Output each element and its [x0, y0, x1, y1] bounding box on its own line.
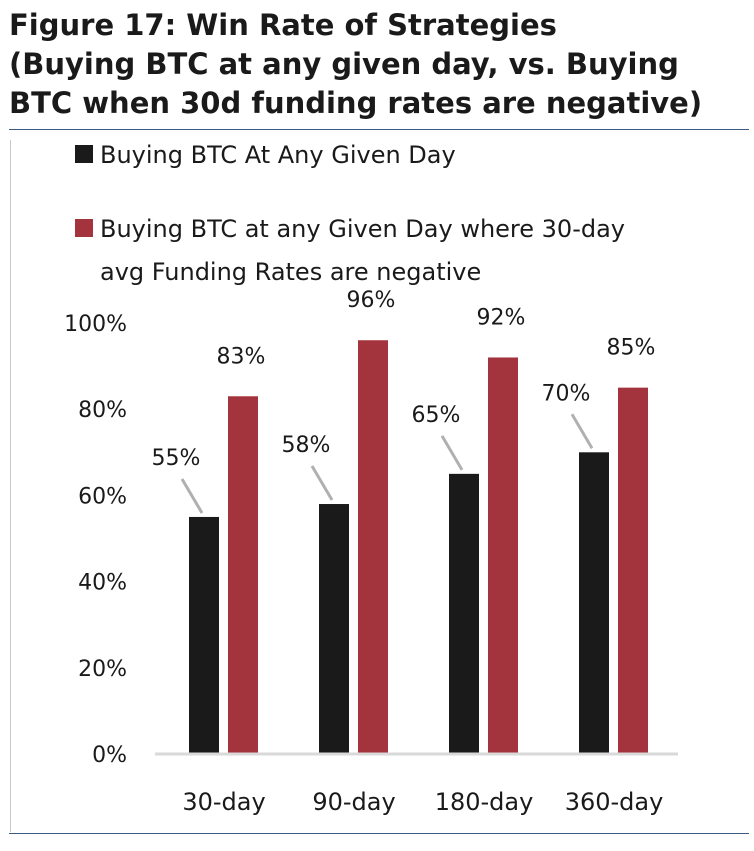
- legend-label-series-1-line-1: Buying BTC At Any Given Day: [100, 141, 456, 169]
- bar-series-1-90-day: [319, 504, 349, 754]
- legend-label-series-2-line-1: Buying BTC at any Given Day where 30-day: [100, 215, 625, 243]
- data-label-series-1-30-day: 55%: [152, 446, 201, 471]
- bar-series-2-360-day: [618, 387, 648, 754]
- y-tick-label: 20%: [78, 657, 127, 682]
- data-label-series-2-180-day: 92%: [477, 305, 526, 330]
- data-labels: 55% 83% 58% 96% 65% 92% 70% 85%: [152, 288, 656, 471]
- chart-title: Figure 17: Win Rate of Strategies (Buyin…: [9, 6, 749, 123]
- footer-divider: [9, 833, 749, 834]
- y-tick-label: 40%: [78, 571, 127, 596]
- data-label-series-1-180-day: 65%: [412, 403, 461, 428]
- leader-line-series-1-180-day: [440, 435, 464, 471]
- leader-line-series-1-30-day: [180, 478, 204, 514]
- legend-label-series-2-line-2: avg Funding Rates are negative: [100, 258, 481, 286]
- label-leader-lines: [180, 413, 594, 514]
- bar-series-2-90-day: [358, 340, 388, 754]
- x-tick-label: 360-day: [565, 788, 664, 816]
- data-label-series-2-360-day: 85%: [607, 336, 656, 361]
- x-tick-label: 180-day: [435, 788, 534, 816]
- data-label-series-1-90-day: 58%: [282, 433, 331, 458]
- chart-title-line-3: BTC when 30d funding rates are negative): [9, 86, 703, 120]
- x-axis: 30-day 90-day 180-day 360-day: [155, 752, 678, 816]
- y-axis: 0% 20% 40% 60% 80% 100%: [64, 312, 127, 768]
- legend-swatch-series-2: [75, 219, 93, 237]
- data-label-series-1-360-day: 70%: [542, 381, 591, 406]
- y-tick-label: 60%: [78, 484, 127, 509]
- data-label-series-2-30-day: 83%: [217, 344, 266, 369]
- bar-series-1-180-day: [449, 473, 479, 754]
- bar-series-1-360-day: [579, 452, 609, 754]
- y-tick-label: 100%: [64, 312, 127, 337]
- bar-series-1-30-day: [189, 516, 219, 754]
- title-divider: [9, 129, 749, 130]
- leader-line-series-1-90-day: [310, 465, 334, 501]
- leader-line-series-1-360-day: [570, 413, 594, 450]
- legend-swatch-series-1: [75, 145, 93, 163]
- data-label-series-2-90-day: 96%: [347, 288, 396, 313]
- y-tick-label: 0%: [92, 743, 127, 768]
- chart-title-line-1: Figure 17: Win Rate of Strategies: [9, 8, 557, 42]
- bar-series-2-30-day: [228, 396, 258, 754]
- x-tick-label: 30-day: [182, 788, 265, 816]
- bar-series-2-180-day: [488, 357, 518, 754]
- y-tick-label: 80%: [78, 398, 127, 423]
- chart-title-line-2: (Buying BTC at any given day, vs. Buying: [9, 47, 679, 81]
- chart-frame-left-edge: [10, 140, 11, 832]
- x-tick-label: 90-day: [312, 788, 395, 816]
- legend: Buying BTC At Any Given Day Buying BTC at…: [75, 141, 625, 286]
- bars: [189, 340, 648, 754]
